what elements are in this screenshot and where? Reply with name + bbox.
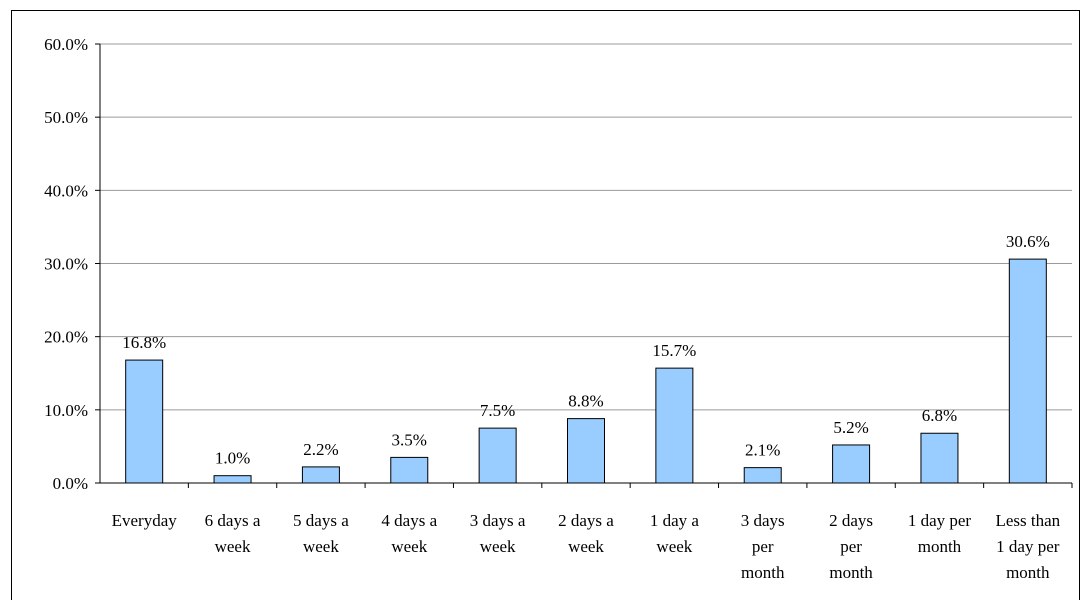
- x-tick-label: 2 days: [829, 511, 873, 530]
- data-label: 7.5%: [480, 401, 515, 420]
- y-tick-label: 20.0%: [44, 328, 88, 347]
- data-label: 6.8%: [922, 406, 957, 425]
- x-tick-label: month: [741, 563, 785, 582]
- bar: [920, 432, 959, 484]
- data-label: 15.7%: [652, 341, 696, 360]
- data-label: 2.1%: [745, 441, 780, 460]
- x-tick-label: Less than: [995, 511, 1060, 530]
- x-tick-label: 1 day a: [650, 511, 700, 530]
- x-tick-label: 3 days: [741, 511, 785, 530]
- data-label: 5.2%: [833, 418, 868, 437]
- x-tick-label: month: [829, 563, 873, 582]
- data-label: 8.8%: [568, 392, 603, 411]
- x-tick-label: 5 days a: [293, 511, 349, 530]
- bar: [125, 359, 164, 484]
- bar: [478, 427, 517, 484]
- x-tick-label: 4 days a: [381, 511, 437, 530]
- bar: [1008, 258, 1047, 484]
- data-label: 30.6%: [1006, 232, 1050, 251]
- x-tick-label: 1 day per: [996, 537, 1060, 556]
- x-tick-label: week: [656, 537, 692, 556]
- data-labels: 16.8% 1.0% 2.2% 3.5% 7.5% 8.8% 15.7% 2.1% 5.2% 6.…: [122, 232, 1050, 468]
- bar: [655, 367, 694, 484]
- x-tick-label: week: [391, 537, 427, 556]
- x-tick-label: per: [752, 537, 774, 556]
- axes: [99, 44, 1072, 484]
- x-tick-label: 6 days a: [205, 511, 261, 530]
- y-tick-label: 40.0%: [44, 181, 88, 200]
- x-tick-label: 2 days a: [558, 511, 614, 530]
- data-label: 2.2%: [303, 440, 338, 459]
- bar: [567, 418, 605, 484]
- x-tick-label: week: [303, 537, 339, 556]
- x-tick-label: Everyday: [112, 511, 178, 530]
- gridlines: [100, 43, 1072, 411]
- x-tick-label: week: [480, 537, 516, 556]
- bar: [743, 467, 782, 484]
- x-tick-label: month: [918, 537, 962, 556]
- data-label: 3.5%: [392, 430, 427, 449]
- data-label: 1.0%: [215, 449, 250, 468]
- y-tick-label: 50.0%: [44, 108, 88, 127]
- bars: [125, 258, 1047, 484]
- x-tick-label: week: [568, 537, 604, 556]
- x-tick-label: 3 days a: [470, 511, 526, 530]
- x-tick-label: per: [840, 537, 862, 556]
- x-tick-label: month: [1006, 563, 1050, 582]
- chart-frame: [11, 10, 1080, 600]
- y-tick-label: 0.0%: [53, 474, 88, 493]
- x-axis-labels: Everyday 6 days a week 5 days a week 4 days a…: [112, 483, 1073, 582]
- bar: [390, 456, 429, 484]
- x-tick-label: 1 day per: [908, 511, 972, 530]
- bar: [301, 466, 340, 484]
- y-tick-label: 30.0%: [44, 255, 88, 274]
- data-label: 16.8%: [122, 333, 166, 352]
- y-axis-ticks: 0.0% 10.0% 20.0% 30.0% 40.0% 50.0% 60.0%: [44, 35, 100, 493]
- bar: [832, 444, 871, 484]
- x-tick-label: week: [215, 537, 251, 556]
- y-tick-label: 60.0%: [44, 35, 88, 54]
- y-tick-label: 10.0%: [44, 401, 88, 420]
- bar: [213, 475, 252, 484]
